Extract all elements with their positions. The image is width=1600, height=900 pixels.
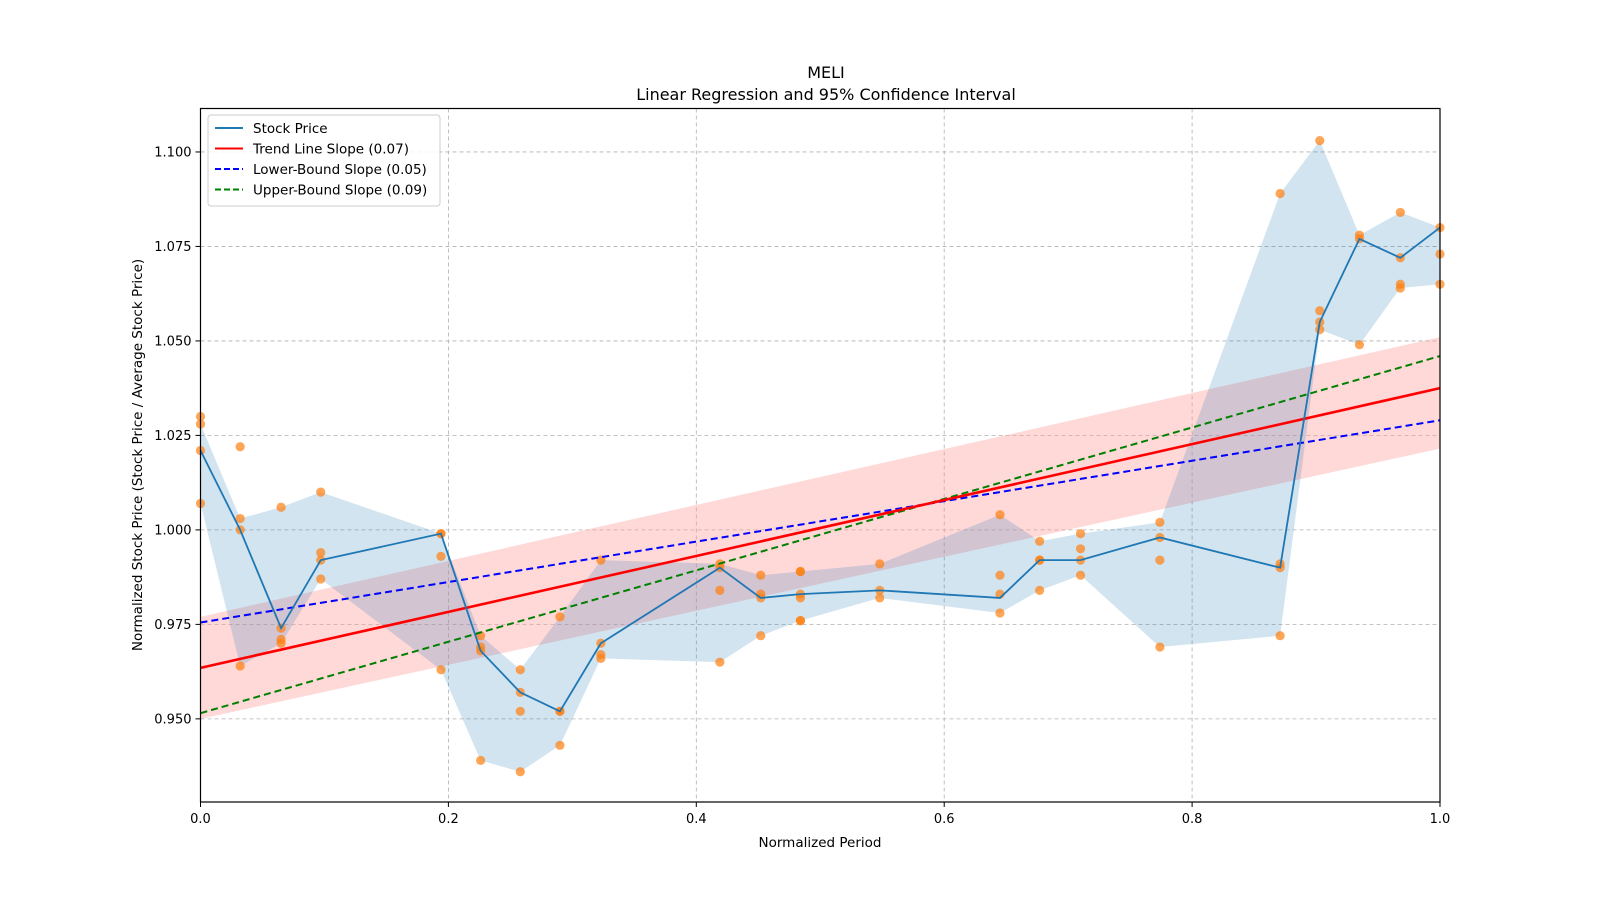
scatter-point xyxy=(875,559,885,569)
scatter-point xyxy=(1035,585,1045,595)
x-tick-label: 1.0 xyxy=(1430,812,1451,827)
scatter-point xyxy=(235,513,245,524)
regression-lines xyxy=(200,355,1441,715)
scatter-point xyxy=(875,593,885,603)
scatter-point xyxy=(715,657,725,667)
y-tick-label: 1.000 xyxy=(154,523,191,538)
y-tick-label: 0.975 xyxy=(154,618,191,633)
price-min-max-band xyxy=(200,140,1440,772)
x-tick-label: 0.4 xyxy=(686,812,707,827)
scatter-point xyxy=(1155,517,1165,527)
scatter-point xyxy=(795,566,806,577)
y-axis-label: Normalized Stock Price (Stock Price / Av… xyxy=(130,259,146,651)
scatter-point xyxy=(1275,188,1285,199)
scatter-point xyxy=(515,706,525,716)
legend-label-stock-price: Stock Price xyxy=(253,121,328,137)
legend-label-trend-line: Trend Line Slope (0.07) xyxy=(252,142,409,158)
scatter-point xyxy=(1354,340,1365,350)
scatter-point xyxy=(436,665,446,675)
y-tick-label: 1.075 xyxy=(154,240,191,255)
scatter-point xyxy=(316,574,326,584)
legend-label-upper-bound: Upper-Bound Slope (0.09) xyxy=(253,183,427,199)
scatter-point xyxy=(795,593,806,603)
scatter-point xyxy=(1075,570,1086,580)
scatter-point xyxy=(515,665,525,675)
scatter-point xyxy=(995,570,1005,580)
chart-subtitle: Linear Regression and 95% Confidence Int… xyxy=(636,85,1016,104)
scatter-point xyxy=(316,547,326,558)
upper-bound-line xyxy=(200,355,1441,715)
scatter-point xyxy=(995,608,1005,618)
scatter-point xyxy=(1155,642,1165,652)
scatter-point xyxy=(1395,283,1405,293)
scatter-point xyxy=(1075,544,1086,554)
trend-line xyxy=(200,386,1441,670)
lower-bound-line xyxy=(200,419,1441,624)
scatter-point xyxy=(436,551,446,561)
scatter-point xyxy=(555,612,565,622)
y-tick-label: 1.025 xyxy=(154,429,191,444)
scatter-point xyxy=(1155,555,1165,565)
scatter-point xyxy=(1395,207,1405,218)
y-axis: 0.950 0.975 1.000 1.025 1.050 1.075 1.100 xyxy=(154,145,201,727)
price-range-band xyxy=(200,140,1440,772)
plot-frame xyxy=(199,107,1441,803)
y-tick-label: 1.050 xyxy=(154,334,191,349)
scatter-point xyxy=(476,755,486,766)
scatter-point xyxy=(276,502,286,512)
scatter-point xyxy=(756,570,766,580)
scatter-point xyxy=(795,615,806,626)
scatter-point xyxy=(316,487,326,497)
scatter-point xyxy=(756,631,766,641)
scatter-point xyxy=(995,510,1005,520)
scatter-point xyxy=(1315,136,1325,146)
scatter-point xyxy=(596,555,606,565)
scatter-point xyxy=(1275,631,1285,641)
scatter-point xyxy=(1035,536,1045,546)
scatter-point xyxy=(235,661,245,671)
legend: Stock Price Trend Line Slope (0.07) Lowe… xyxy=(207,114,441,207)
chart-title: MELI xyxy=(807,63,845,82)
scatter-point xyxy=(715,585,725,595)
scatter-point xyxy=(1315,306,1325,316)
scatter-point xyxy=(235,442,245,452)
stock-price-series xyxy=(199,226,1441,713)
scatter-point xyxy=(596,653,606,663)
stock-price-line xyxy=(199,226,1441,713)
x-tick-label: 0.8 xyxy=(1182,812,1203,827)
x-tick-label: 0.2 xyxy=(438,812,459,827)
x-tick-label: 0.6 xyxy=(934,812,955,827)
legend-label-lower-bound: Lower-Bound Slope (0.05) xyxy=(253,162,427,178)
scatter-point xyxy=(515,767,525,777)
y-tick-label: 0.950 xyxy=(154,712,191,727)
scatter-point xyxy=(1075,529,1086,539)
x-axis-label: Normalized Period xyxy=(759,835,882,851)
y-tick-label: 1.100 xyxy=(154,145,191,160)
x-axis: 0.0 0.2 0.4 0.6 0.8 1.0 xyxy=(190,802,1450,827)
legend-box xyxy=(207,114,441,207)
scatter-point xyxy=(555,740,565,750)
scatter-point xyxy=(276,638,286,648)
x-tick-label: 0.0 xyxy=(190,812,211,827)
